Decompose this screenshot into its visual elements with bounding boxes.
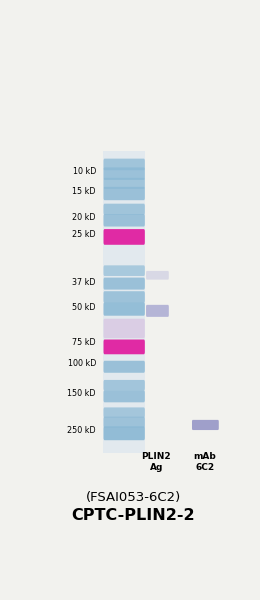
FancyBboxPatch shape <box>103 302 145 316</box>
FancyBboxPatch shape <box>103 407 145 418</box>
Text: 20 kD: 20 kD <box>73 213 96 222</box>
FancyBboxPatch shape <box>103 151 145 453</box>
Text: 100 kD: 100 kD <box>68 359 96 368</box>
Text: 25 kD: 25 kD <box>72 230 96 239</box>
Text: 250 kD: 250 kD <box>67 425 96 434</box>
FancyBboxPatch shape <box>146 305 169 317</box>
FancyBboxPatch shape <box>103 291 145 303</box>
FancyBboxPatch shape <box>103 416 145 428</box>
FancyBboxPatch shape <box>103 340 145 354</box>
FancyBboxPatch shape <box>103 158 145 170</box>
Text: CPTC-PLIN2-2: CPTC-PLIN2-2 <box>72 508 195 523</box>
FancyBboxPatch shape <box>103 361 145 373</box>
Text: 15 kD: 15 kD <box>73 187 96 196</box>
FancyBboxPatch shape <box>103 167 145 180</box>
FancyBboxPatch shape <box>103 427 145 440</box>
FancyBboxPatch shape <box>103 391 145 403</box>
Text: PLIN2
Ag: PLIN2 Ag <box>142 452 171 472</box>
FancyBboxPatch shape <box>192 420 219 430</box>
FancyBboxPatch shape <box>146 271 169 280</box>
FancyBboxPatch shape <box>103 265 145 276</box>
FancyBboxPatch shape <box>103 319 145 338</box>
Text: 10 kD: 10 kD <box>73 167 96 176</box>
FancyBboxPatch shape <box>103 229 145 245</box>
FancyBboxPatch shape <box>103 214 145 227</box>
FancyBboxPatch shape <box>103 187 145 200</box>
Text: 50 kD: 50 kD <box>73 303 96 312</box>
Text: 75 kD: 75 kD <box>72 338 96 347</box>
Text: 37 kD: 37 kD <box>73 278 96 287</box>
Text: 150 kD: 150 kD <box>68 389 96 398</box>
FancyBboxPatch shape <box>103 380 145 391</box>
Text: mAb
6C2: mAb 6C2 <box>193 452 216 472</box>
FancyBboxPatch shape <box>103 278 145 290</box>
FancyBboxPatch shape <box>103 203 145 215</box>
Text: (FSAI053-6C2): (FSAI053-6C2) <box>86 491 181 505</box>
FancyBboxPatch shape <box>103 178 145 189</box>
